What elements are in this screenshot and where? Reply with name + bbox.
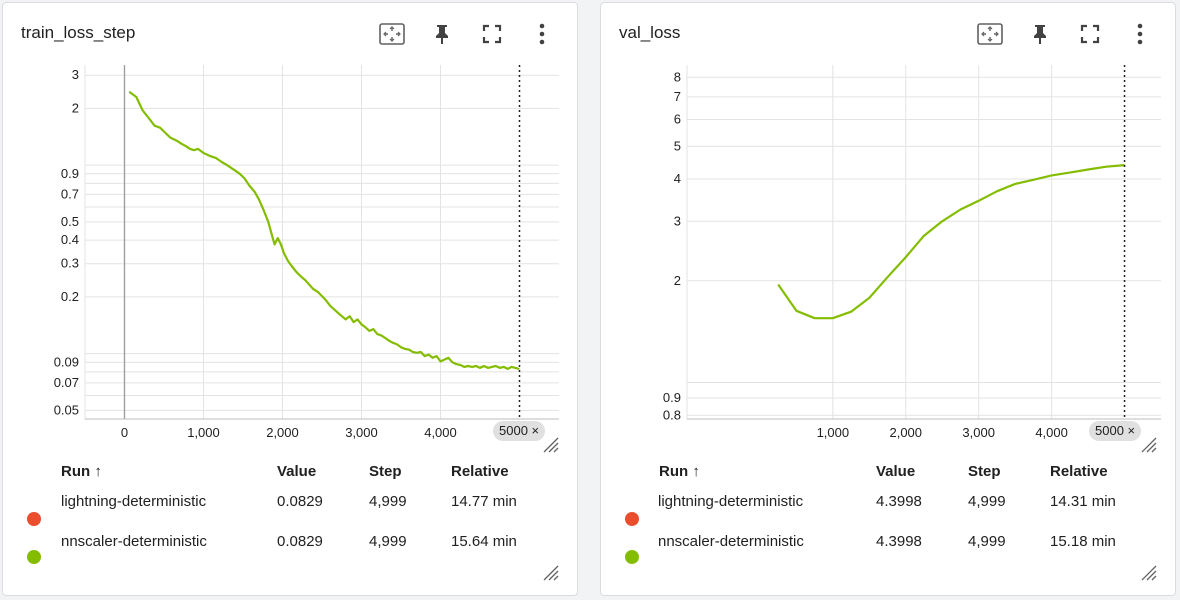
fullscreen-button[interactable] bbox=[1065, 19, 1115, 49]
chart-card-val-loss: val_loss 8 7 6 5 4 3 2 0.9 0.8 1,000 2,000 3,000 4,0… bbox=[600, 2, 1176, 596]
run-color-dot bbox=[625, 550, 639, 564]
x-tick-label: 0 bbox=[121, 425, 128, 440]
y-tick-label: 5 bbox=[674, 138, 681, 153]
y-tick-label: 0.8 bbox=[663, 407, 681, 422]
y-tick-label: 0.2 bbox=[61, 289, 79, 304]
chart-toolbar bbox=[367, 19, 567, 49]
chart-title: train_loss_step bbox=[21, 23, 136, 42]
x-tick-label: 2,000 bbox=[889, 425, 922, 440]
run-color-dot bbox=[27, 512, 41, 526]
run-value: 4.3998 bbox=[876, 533, 922, 550]
y-tick-label: 0.5 bbox=[61, 214, 79, 229]
y-tick-label: 6 bbox=[674, 112, 681, 127]
more-vert-icon bbox=[1137, 23, 1143, 45]
fullscreen-button[interactable] bbox=[467, 19, 517, 49]
run-column-header[interactable]: Run ↑ bbox=[61, 463, 102, 480]
run-step: 4,999 bbox=[369, 533, 407, 550]
x-tick-label: 4,000 bbox=[424, 425, 457, 440]
train-loss-chart[interactable]: 3 2 0.9 0.7 0.5 0.4 0.3 0.2 0.09 0.07 0.05 0 1,000 2,… bbox=[3, 3, 579, 453]
more-options-button[interactable] bbox=[1115, 19, 1165, 49]
resize-handle-icon[interactable] bbox=[1139, 435, 1157, 453]
y-tick-label: 0.9 bbox=[61, 166, 79, 181]
resize-handle-icon[interactable] bbox=[1139, 563, 1157, 581]
y-tick-label: 0.7 bbox=[61, 186, 79, 201]
y-tick-label: 0.9 bbox=[663, 390, 681, 405]
run-name: lightning-deterministic bbox=[61, 493, 207, 510]
run-name: lightning-deterministic bbox=[658, 493, 804, 510]
fit-domain-button[interactable] bbox=[367, 19, 417, 49]
more-options-button[interactable] bbox=[517, 19, 567, 49]
y-tick-label: 2 bbox=[72, 100, 79, 115]
x-tick-label: 4,000 bbox=[1035, 425, 1068, 440]
run-relative: 15.64 min bbox=[451, 533, 517, 550]
chart-card-train-loss-step: train_loss_step 3 2 0.9 0.7 0.5 0.4 0.3 0.2 0.09… bbox=[2, 2, 578, 596]
step-cursor-chip[interactable]: 5000 × bbox=[493, 421, 546, 441]
fullscreen-icon bbox=[482, 24, 502, 44]
step-cursor-chip[interactable]: 5000 × bbox=[1089, 421, 1142, 441]
y-tick-label: 0.05 bbox=[54, 402, 79, 417]
fit-domain-icon bbox=[379, 23, 405, 45]
x-tick-label: 3,000 bbox=[962, 425, 995, 440]
pin-button[interactable] bbox=[1015, 19, 1065, 49]
x-tick-label: 2,000 bbox=[266, 425, 299, 440]
x-tick-label: 1,000 bbox=[817, 425, 850, 440]
run-color-dot bbox=[625, 512, 639, 526]
run-name: nnscaler-deterministic bbox=[658, 533, 804, 550]
y-tick-label: 3 bbox=[72, 67, 79, 82]
val-loss-chart[interactable]: 8 7 6 5 4 3 2 0.9 0.8 1,000 2,000 3,000 4,000 bbox=[601, 3, 1177, 453]
run-value: 0.0829 bbox=[277, 493, 323, 510]
y-tick-label: 2 bbox=[674, 273, 681, 288]
run-relative: 14.77 min bbox=[451, 493, 517, 510]
pin-icon bbox=[1034, 25, 1046, 44]
y-tick-label: 4 bbox=[674, 171, 681, 186]
fullscreen-icon bbox=[1080, 24, 1100, 44]
x-tick-label: 1,000 bbox=[187, 425, 220, 440]
run-value: 0.0829 bbox=[277, 533, 323, 550]
chart-toolbar bbox=[965, 19, 1165, 49]
resize-handle-icon[interactable] bbox=[541, 563, 559, 581]
relative-column-header[interactable]: Relative bbox=[451, 463, 509, 480]
y-tick-label: 7 bbox=[674, 89, 681, 104]
run-color-dot bbox=[27, 550, 41, 564]
resize-handle-icon[interactable] bbox=[541, 435, 559, 453]
fit-domain-button[interactable] bbox=[965, 19, 1015, 49]
step-column-header[interactable]: Step bbox=[968, 463, 1001, 480]
step-column-header[interactable]: Step bbox=[369, 463, 402, 480]
run-step: 4,999 bbox=[968, 493, 1006, 510]
run-name: nnscaler-deterministic bbox=[61, 533, 207, 550]
run-relative: 14.31 min bbox=[1050, 493, 1116, 510]
more-vert-icon bbox=[539, 23, 545, 45]
run-step: 4,999 bbox=[968, 533, 1006, 550]
y-tick-label: 0.07 bbox=[54, 375, 79, 390]
chart-title: val_loss bbox=[619, 23, 681, 42]
fit-domain-icon bbox=[977, 23, 1003, 45]
series-line bbox=[128, 90, 520, 371]
run-step: 4,999 bbox=[369, 493, 407, 510]
value-column-header[interactable]: Value bbox=[876, 463, 916, 480]
series-line bbox=[777, 164, 1125, 320]
x-tick-label: 3,000 bbox=[345, 425, 378, 440]
pin-icon bbox=[436, 25, 448, 44]
y-tick-label: 0.4 bbox=[61, 232, 79, 247]
value-column-header[interactable]: Value bbox=[277, 463, 317, 480]
pin-button[interactable] bbox=[417, 19, 467, 49]
y-tick-label: 8 bbox=[674, 69, 681, 84]
run-column-header[interactable]: Run ↑ bbox=[659, 463, 700, 480]
y-tick-label: 0.3 bbox=[61, 256, 79, 271]
y-tick-label: 0.09 bbox=[54, 354, 79, 369]
run-relative: 15.18 min bbox=[1050, 533, 1116, 550]
run-value: 4.3998 bbox=[876, 493, 922, 510]
y-tick-label: 3 bbox=[674, 213, 681, 228]
relative-column-header[interactable]: Relative bbox=[1050, 463, 1108, 480]
